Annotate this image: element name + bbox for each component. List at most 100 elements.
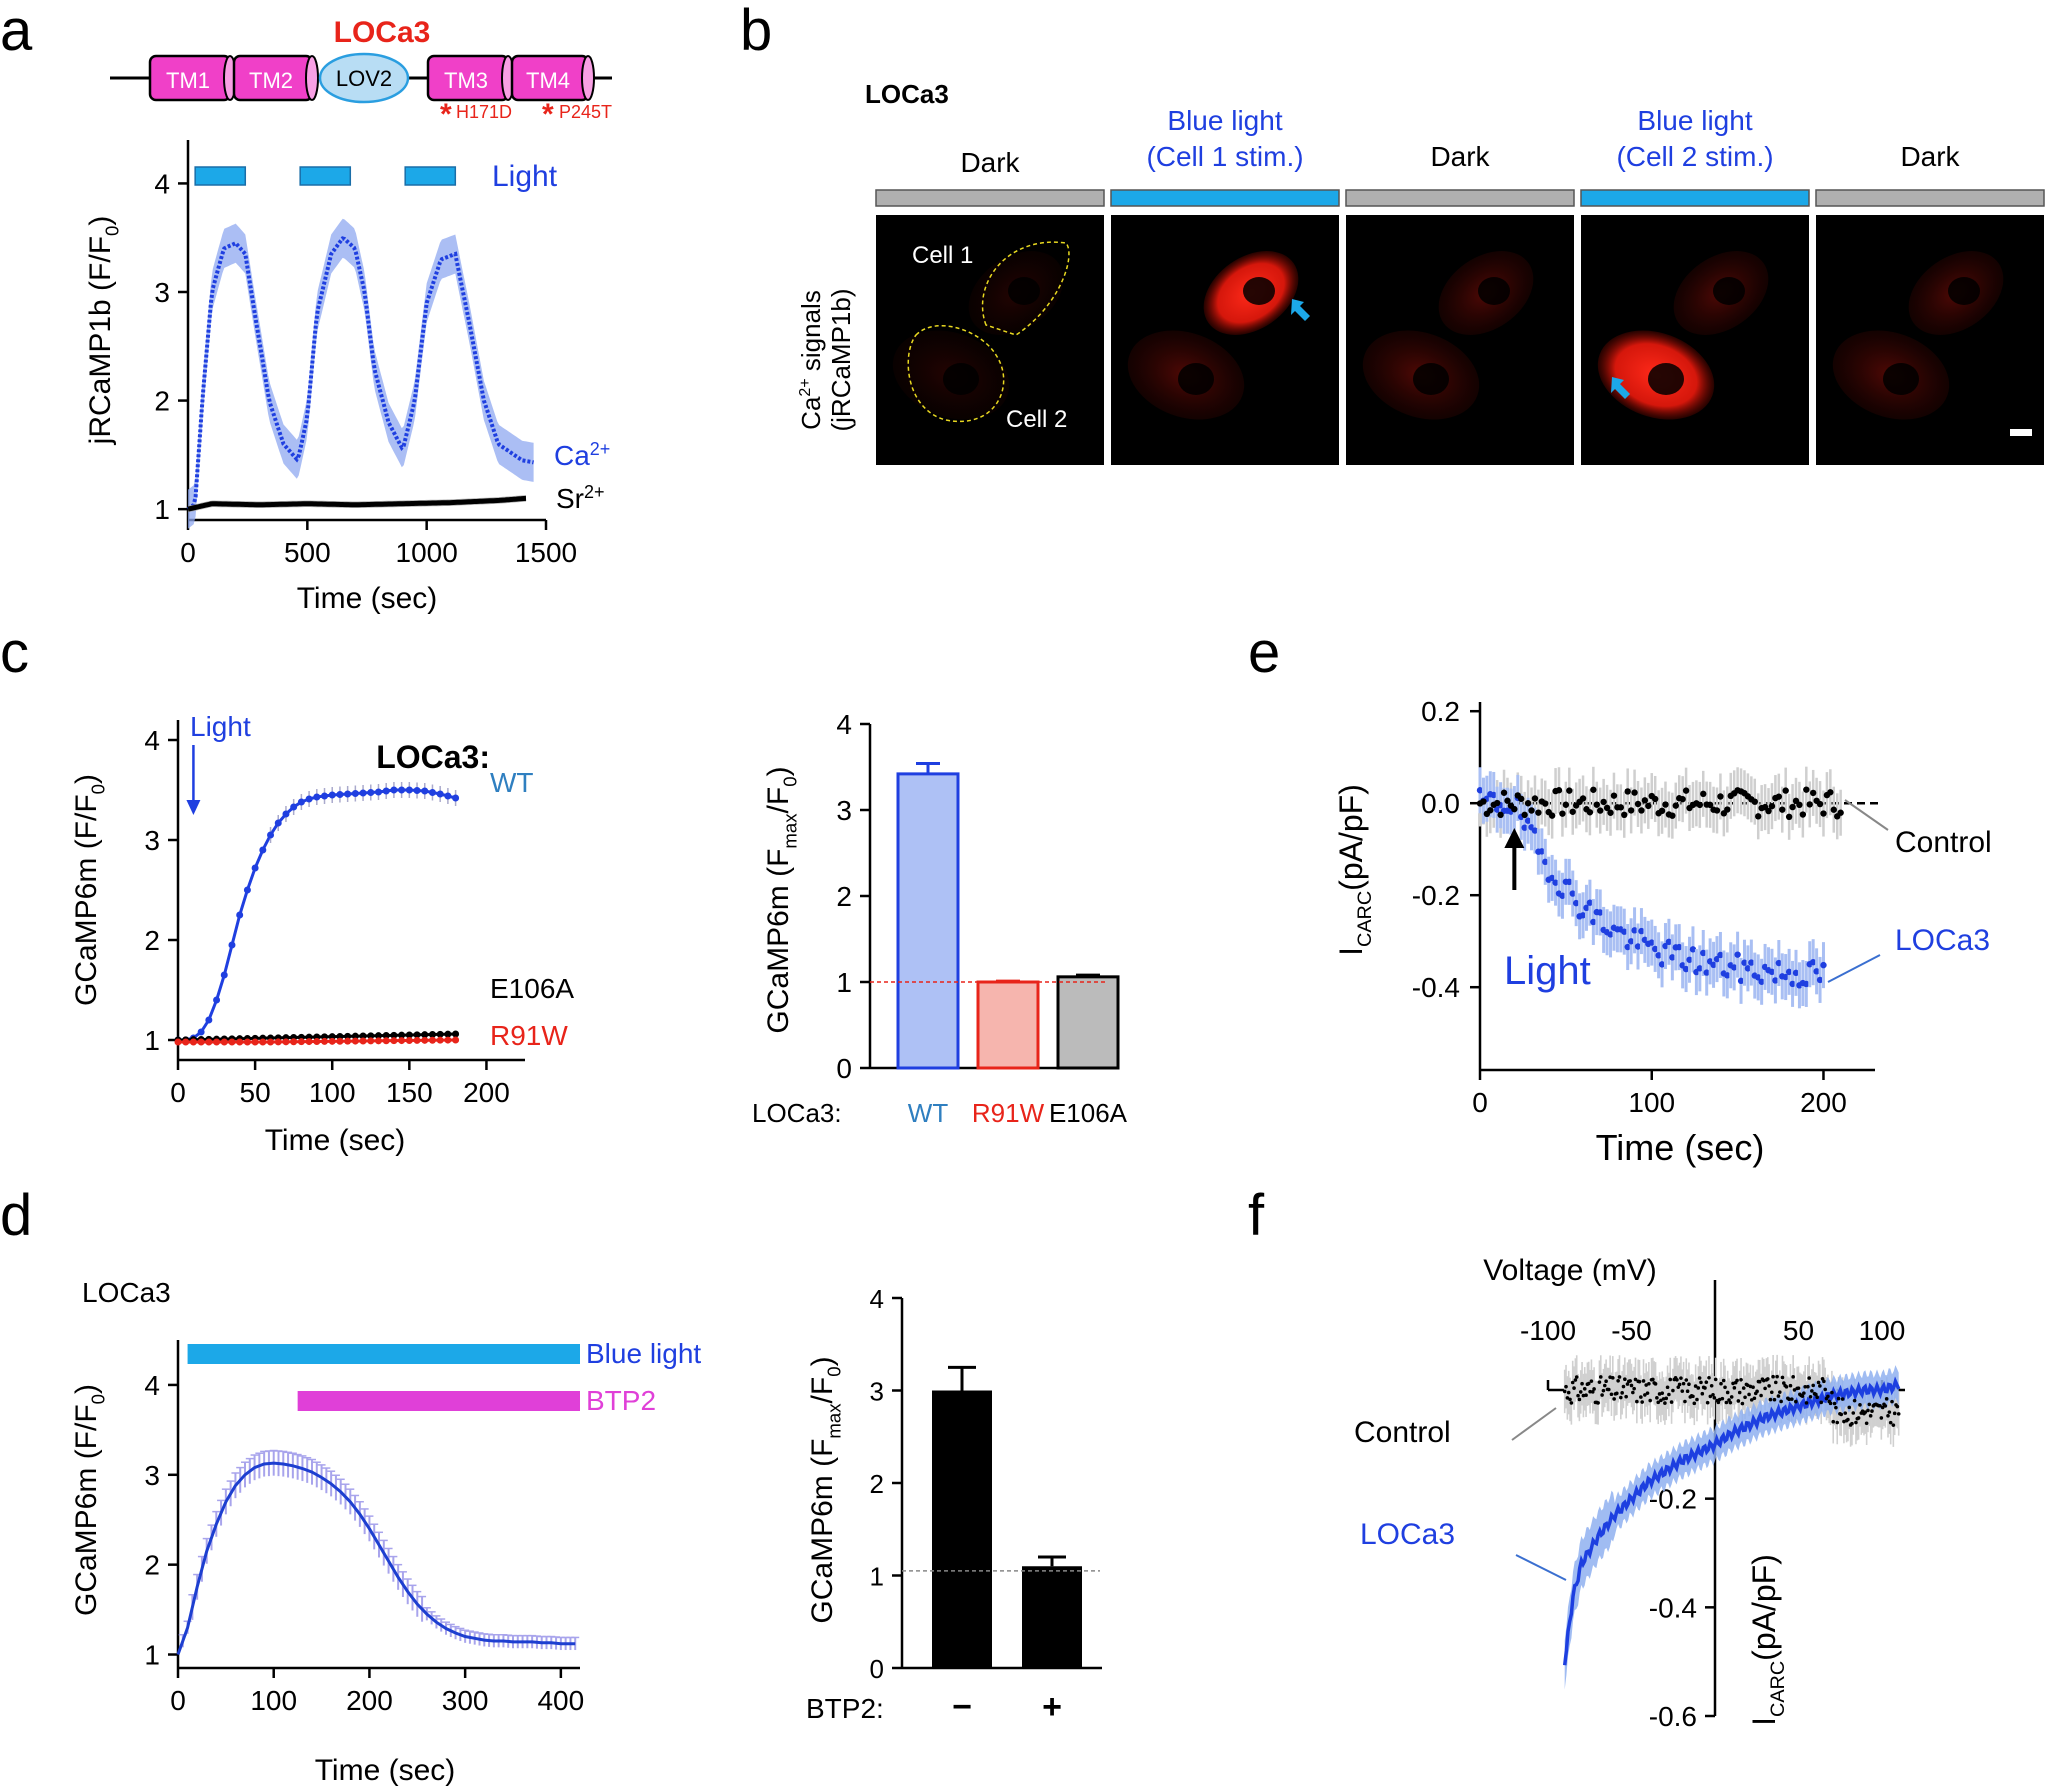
cell2-nucleus-3: [1648, 363, 1684, 395]
f-control-point: [1562, 1389, 1567, 1394]
f-control-point: [1641, 1379, 1646, 1383]
c-point-0: [444, 792, 452, 800]
imaging-frame-4: Dark: [1815, 141, 2045, 465]
f-control-leader: [1511, 1407, 1557, 1441]
imaging-ylabel-rest: signals: [796, 290, 826, 378]
f-control-point: [1704, 1380, 1709, 1384]
frame-condition-bar-3: [1580, 189, 1810, 207]
f-control-point: [1621, 1384, 1626, 1389]
e-loca3-point: [1579, 912, 1587, 919]
x-tick-label: 0: [170, 1077, 186, 1108]
x-tick-label: 0: [170, 1685, 186, 1716]
e-loca3-label: LOCa3: [1895, 924, 1990, 957]
f-control-point: [1728, 1400, 1733, 1405]
e-control-point: [1789, 803, 1796, 811]
cbar-ylabel-part-0: GCaMP6m (F: [762, 849, 795, 1034]
c-point-0: [228, 941, 236, 949]
f-control-point: [1807, 1376, 1811, 1380]
y-tick-label: 4: [144, 725, 160, 756]
f-control-point: [1685, 1389, 1690, 1393]
c-point-0: [259, 846, 267, 854]
a-ylabel-part-2: ): [84, 216, 117, 226]
f-control-point: [1577, 1397, 1582, 1402]
e-control-point: [1669, 812, 1676, 819]
f-control-point: [1870, 1409, 1874, 1413]
c-point-0: [413, 787, 421, 794]
f-control-point: [1851, 1411, 1856, 1415]
e-loca3-point: [1569, 890, 1576, 897]
f-control-point: [1580, 1381, 1584, 1386]
e-loca3-point: [1768, 968, 1776, 976]
e-loca3-point: [1651, 945, 1659, 953]
f-control-point: [1569, 1401, 1574, 1405]
e-control-point: [1566, 787, 1573, 794]
c-point-0: [436, 790, 444, 798]
cell2-nucleus-0: [943, 363, 979, 395]
c-label-wt: WT: [490, 767, 534, 798]
x-tick-label: 1000: [396, 537, 458, 568]
e-loca3-point: [1682, 965, 1690, 973]
e-control-point: [1816, 800, 1824, 808]
e-control-point: [1651, 795, 1659, 803]
e-loca3-point: [1493, 806, 1501, 813]
f-control-point: [1808, 1394, 1813, 1399]
f-control-point: [1572, 1386, 1576, 1390]
f-control-point: [1794, 1399, 1798, 1404]
e-loca3-point: [1524, 817, 1532, 824]
f-control-point: [1687, 1382, 1691, 1387]
imaging-ylabel-main: Ca: [796, 396, 826, 430]
f-control-point: [1858, 1403, 1862, 1407]
e-loca3-point: [1816, 976, 1824, 984]
stim-arrow-cell2: [1611, 377, 1630, 399]
f-control-point: [1639, 1395, 1643, 1399]
f-control-point: [1751, 1385, 1755, 1389]
imaging-frame-0: Dark Cell 1 Cell 2: [875, 147, 1105, 465]
e-loca3-point: [1748, 959, 1755, 966]
cell2-nucleus-4: [1883, 363, 1919, 395]
dbar-y-tick-label: 2: [870, 1469, 884, 1499]
c-point-2: [189, 1038, 197, 1046]
c-point-0: [374, 788, 382, 796]
c-point-2: [405, 1037, 413, 1044]
f-control-point: [1629, 1383, 1634, 1388]
f-control-point: [1879, 1416, 1884, 1420]
f-control-point: [1780, 1375, 1785, 1380]
cell1-nucleus-4: [1948, 277, 1980, 305]
f-control-point: [1592, 1387, 1596, 1391]
f-control-point: [1566, 1390, 1571, 1395]
f-x-tick-label: -50: [1611, 1315, 1651, 1346]
f-control-point: [1847, 1405, 1852, 1410]
e-loca3-point: [1803, 980, 1810, 988]
f-x-tick-label: -100: [1520, 1315, 1576, 1346]
c-ylabel: GCaMP6m (F/F0): [70, 774, 108, 1006]
e-control-point: [1631, 789, 1638, 796]
e-loca3-point: [1710, 961, 1717, 969]
e-loca3-point: [1758, 978, 1765, 985]
dbar-y-tick-label: 1: [870, 1562, 884, 1592]
e-control-point: [1820, 810, 1827, 817]
e-light-label: Light: [1504, 949, 1591, 993]
e-loca3-leader: [1827, 954, 1881, 983]
c-point-2: [351, 1037, 359, 1045]
f-control-point: [1589, 1379, 1594, 1383]
e-control-point: [1603, 804, 1611, 812]
e-control-point: [1713, 807, 1721, 814]
e-loca3-point: [1809, 958, 1817, 966]
f-control-point: [1779, 1399, 1783, 1404]
cell1-nucleus-3: [1713, 277, 1745, 305]
e-control-point: [1724, 806, 1731, 813]
e-loca3-point: [1689, 946, 1697, 953]
x-tick-label: 100: [309, 1077, 356, 1108]
e-control-label: Control: [1895, 826, 1992, 859]
imaging-frames: Dark Cell 1 Cell 2 Blue light (Cell 1 stim.)…: [875, 105, 2045, 465]
f-control-point: [1772, 1397, 1777, 1402]
f-control-point: [1624, 1394, 1628, 1399]
f-ylabel-part-0: I: [1746, 1717, 1782, 1726]
f-control-point: [1739, 1377, 1743, 1382]
c-label-r91w: R91W: [490, 1020, 568, 1051]
cbar-y-tick-label: 3: [836, 795, 852, 826]
f-control-point: [1880, 1405, 1885, 1410]
y-tick-label: 2: [154, 386, 170, 417]
